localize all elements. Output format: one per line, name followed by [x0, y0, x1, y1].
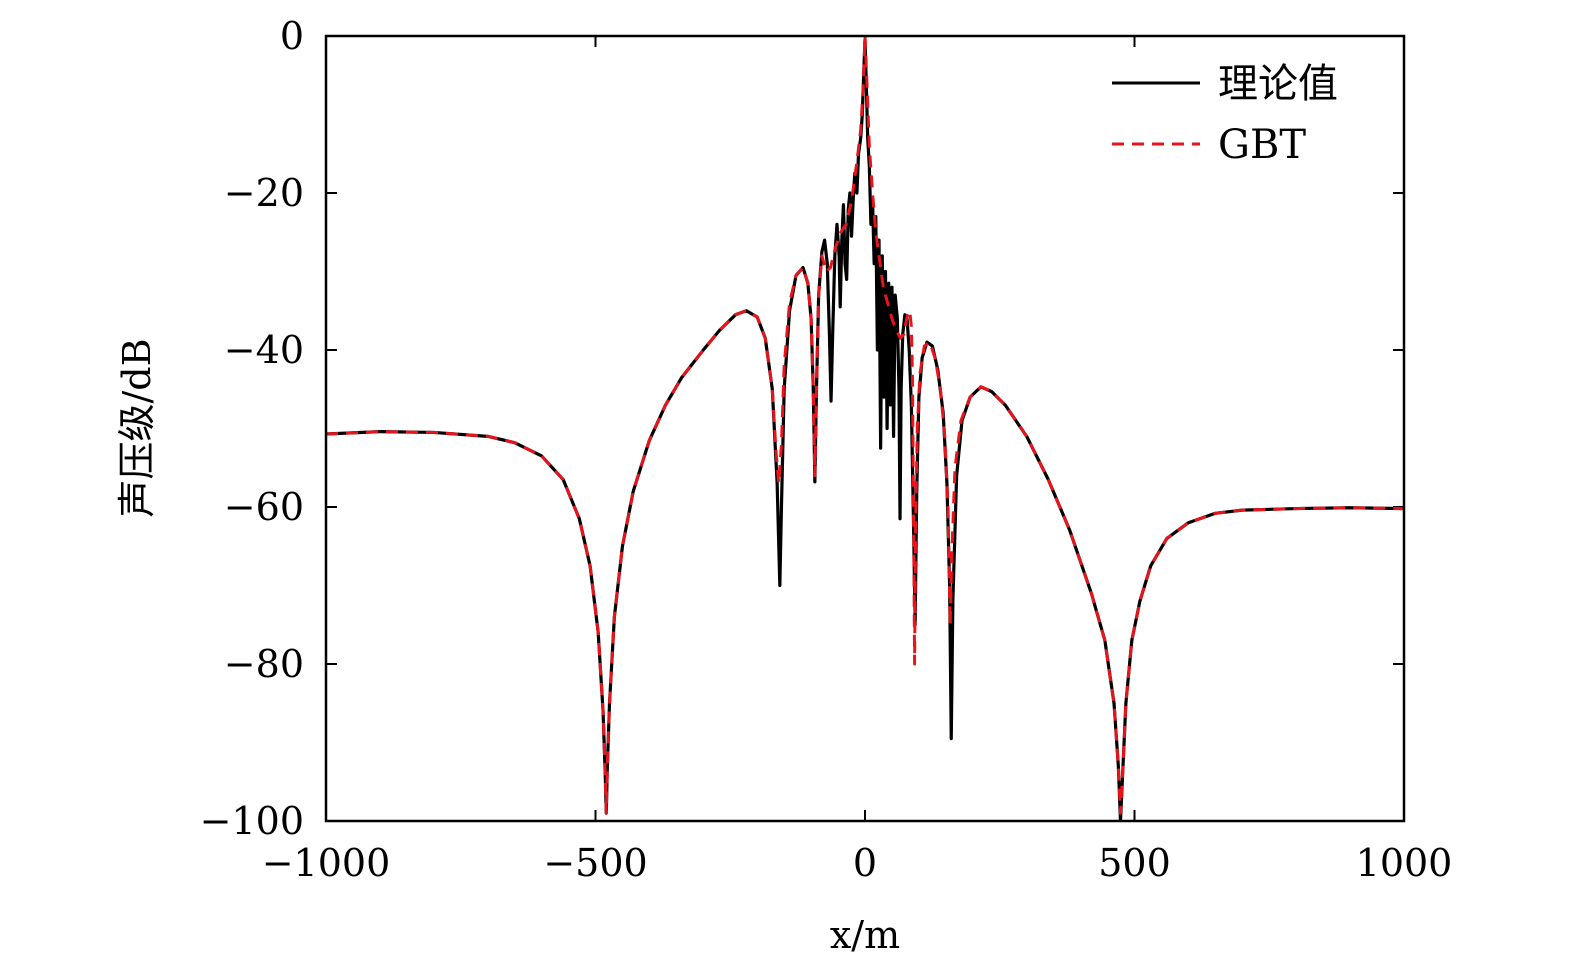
- x-axis-label: x/m: [830, 913, 900, 957]
- y-axis-label: 声压级/dB: [115, 338, 159, 517]
- y-tick-label: 0: [280, 14, 304, 58]
- x-tick-label: 500: [1098, 841, 1171, 885]
- y-tick-label: −100: [200, 799, 304, 843]
- legend-label-gbt: GBT: [1218, 122, 1306, 168]
- tick-labels: −1000 −500 0 500 1000 0 −20 −40 −60 −80 −100: [200, 14, 1453, 885]
- y-tick-label: −60: [224, 485, 304, 529]
- legend: 理论值 GBT: [1112, 61, 1338, 168]
- plot-frame: [324, 34, 1406, 823]
- legend-label-theory: 理论值: [1218, 61, 1338, 107]
- x-tick-label: −1000: [262, 841, 391, 885]
- y-tick-label: −80: [224, 642, 304, 686]
- x-tick-label: 1000: [1356, 841, 1453, 885]
- x-tick-label: −500: [543, 841, 647, 885]
- x-tick-label: 0: [853, 841, 877, 885]
- y-tick-label: −40: [224, 328, 304, 372]
- series-group: [326, 36, 1404, 821]
- y-tick-label: −20: [224, 171, 304, 215]
- series-line-gbt: [326, 36, 1404, 815]
